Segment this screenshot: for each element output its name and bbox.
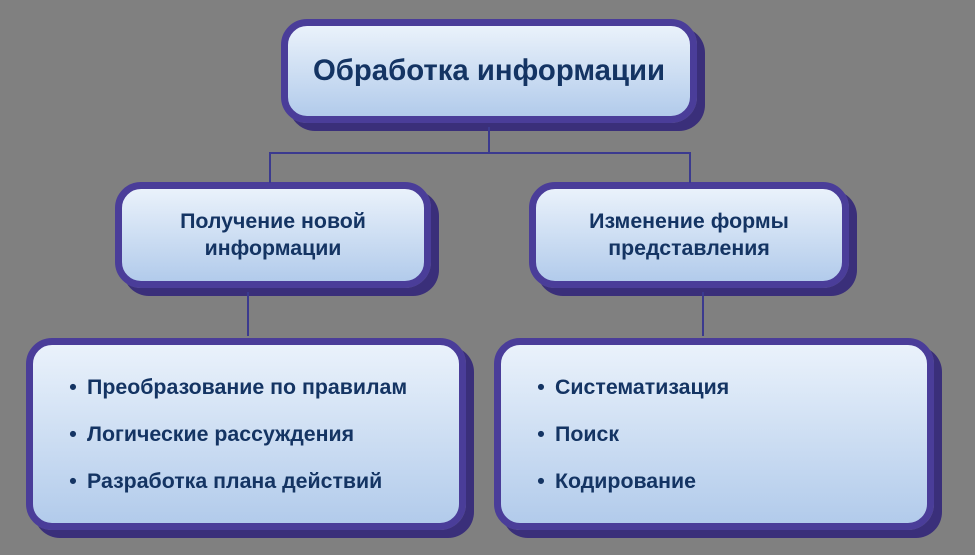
bullet-dot-icon: •	[59, 375, 87, 400]
connector-drop	[269, 152, 271, 183]
bullet-item: •Систематизация	[527, 375, 927, 400]
bullet-text: Разработка плана действий	[87, 469, 382, 494]
bullet-text: Кодирование	[555, 469, 696, 494]
bullet-dot-icon: •	[59, 422, 87, 447]
child-title-node-right: Изменение формы представления	[529, 182, 849, 288]
bullet-item: •Разработка плана действий	[59, 469, 459, 494]
child-title-node-left: Получение новой информации	[115, 182, 431, 288]
child-title-right: Изменение формы представления	[536, 208, 842, 261]
bullet-text: Поиск	[555, 422, 619, 447]
root-node: Обработка информации	[281, 19, 697, 123]
bullet-text: Логические рассуждения	[87, 422, 354, 447]
bullet-dot-icon: •	[527, 375, 555, 400]
child-bullets-node-left: •Преобразование по правилам•Логические р…	[26, 338, 466, 530]
bullet-item: •Кодирование	[527, 469, 927, 494]
bullet-text: Систематизация	[555, 375, 729, 400]
connector-bar	[270, 152, 690, 154]
bullet-item: •Логические рассуждения	[59, 422, 459, 447]
child-bullets-node-right: •Систематизация•Поиск•Кодирование	[494, 338, 934, 530]
diagram-canvas: Обработка информации Получение новой инфо…	[0, 0, 975, 555]
connector-stub	[488, 127, 490, 152]
root-title: Обработка информации	[288, 53, 690, 90]
connector-drop	[689, 152, 691, 183]
bullet-dot-icon: •	[527, 469, 555, 494]
bullet-item: •Поиск	[527, 422, 927, 447]
bullet-list-left: •Преобразование по правилам•Логические р…	[33, 375, 459, 494]
connector-vertical	[702, 292, 704, 336]
bullet-dot-icon: •	[59, 469, 87, 494]
bullet-list-right: •Систематизация•Поиск•Кодирование	[501, 375, 927, 494]
bullet-item: •Преобразование по правилам	[59, 375, 459, 400]
bullet-dot-icon: •	[527, 422, 555, 447]
bullet-text: Преобразование по правилам	[87, 375, 407, 400]
child-title-left: Получение новой информации	[122, 208, 424, 261]
connector-vertical	[247, 292, 249, 336]
